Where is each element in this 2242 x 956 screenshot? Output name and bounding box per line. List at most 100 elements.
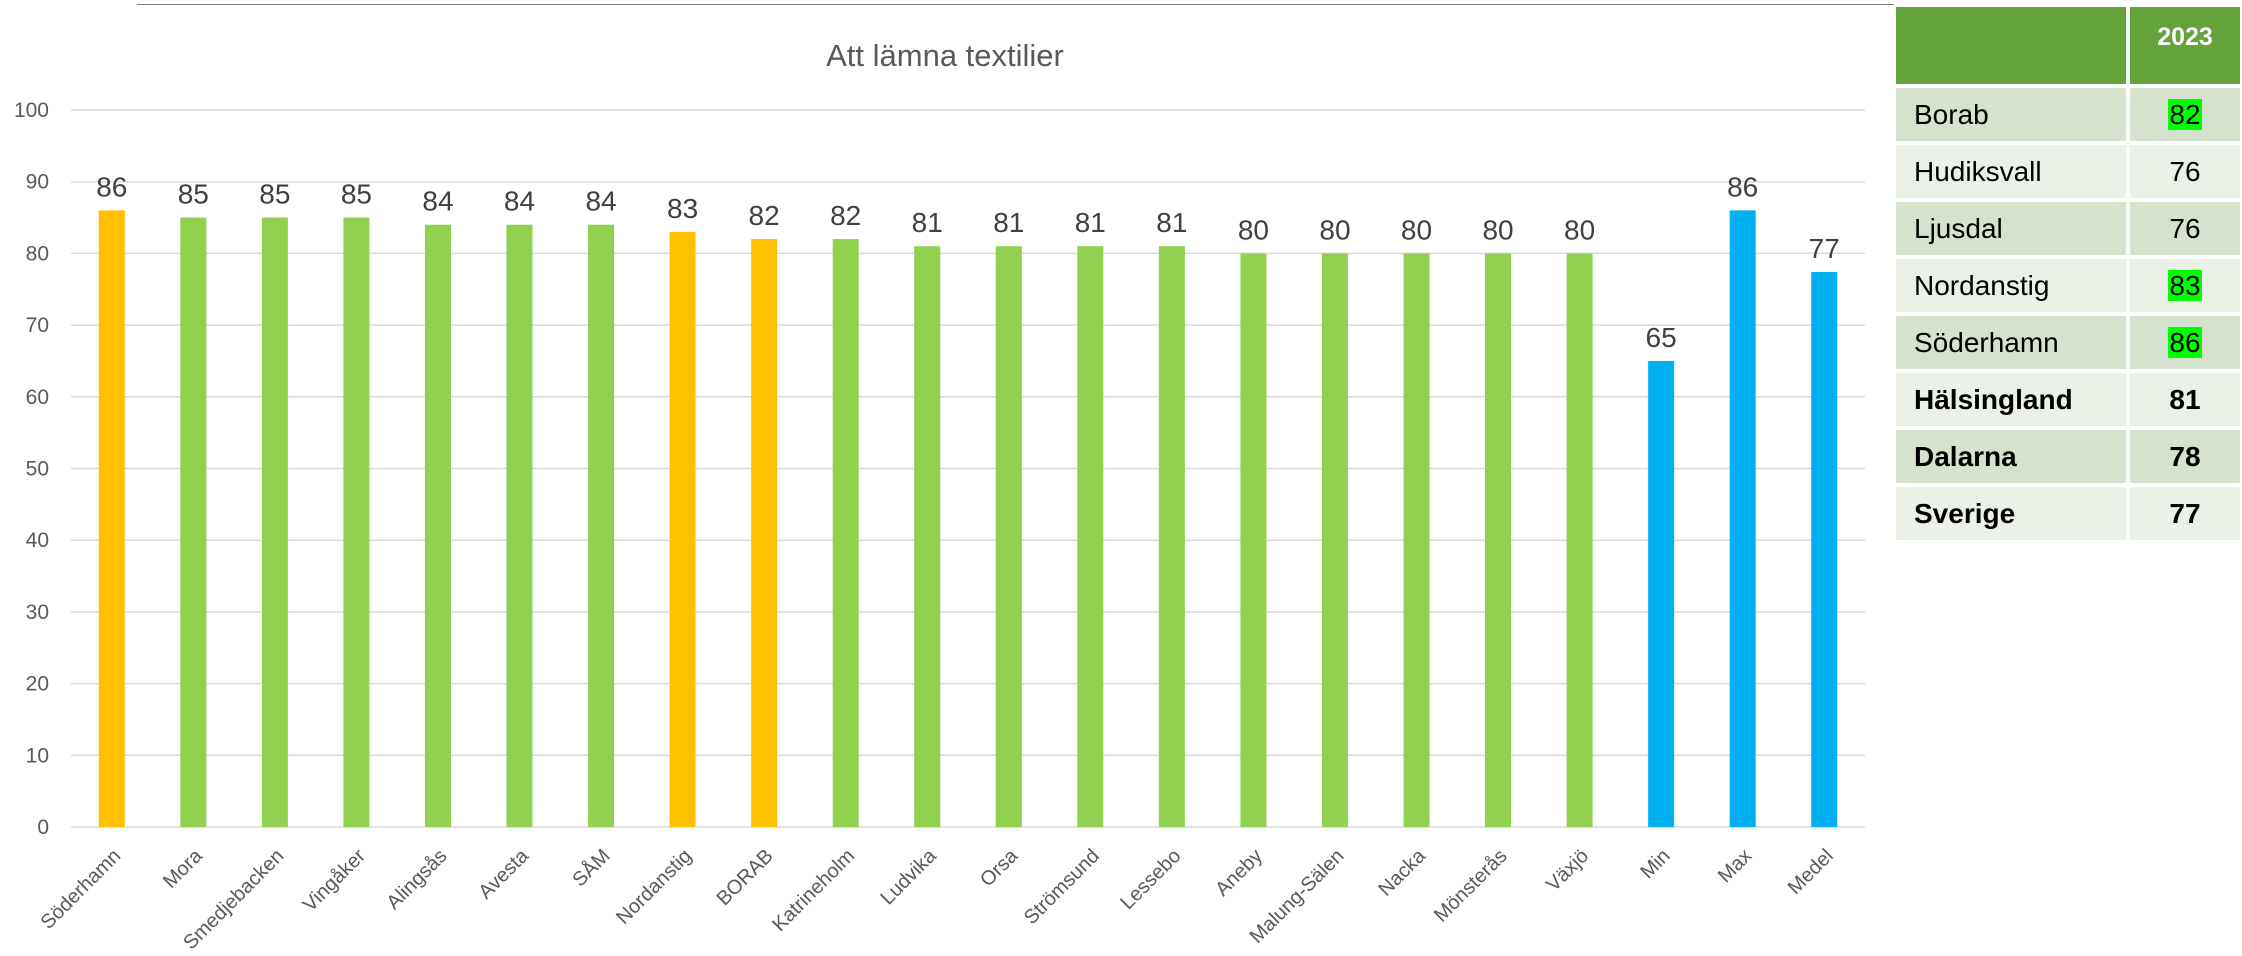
bar [669, 231, 696, 827]
summary-table-header: 2023 [1896, 7, 2240, 84]
y-tick-label: 30 [26, 601, 49, 624]
y-tick-label: 100 [14, 99, 49, 122]
chart-top-border [137, 4, 1894, 5]
data-label: 86 [1727, 171, 1758, 202]
category-label: Växjö [1542, 845, 1593, 896]
data-label: 65 [1646, 322, 1677, 353]
summary-table-row: Dalarna 78 [1896, 430, 2240, 483]
highlighted-value: 83 [2168, 269, 2202, 301]
category-label: Vingåker [299, 845, 370, 916]
category-label: Nacka [1374, 844, 1430, 900]
y-tick-label: 60 [26, 386, 49, 409]
data-label: 84 [585, 186, 616, 217]
y-tick-label: 70 [26, 314, 49, 337]
bar [180, 217, 207, 828]
data-label: 84 [504, 186, 535, 217]
bar [751, 239, 778, 827]
row-value-cell: 76 [2126, 145, 2240, 198]
data-label: 85 [259, 179, 290, 210]
data-label: 80 [1319, 214, 1350, 245]
chart-bars [98, 210, 1838, 828]
value: 78 [2169, 440, 2201, 472]
bar [1321, 253, 1348, 827]
bar [1811, 272, 1838, 827]
row-name-cell: Ljusdal [1896, 202, 2126, 255]
bar [832, 239, 859, 827]
data-label: 81 [912, 207, 943, 238]
highlighted-value: 86 [2168, 326, 2202, 358]
data-label: 83 [667, 193, 698, 224]
category-label: Avesta [475, 844, 534, 903]
row-name-cell: Sverige [1896, 487, 2126, 540]
y-tick-label: 20 [26, 673, 49, 696]
row-name-cell: Hudiksvall [1896, 145, 2126, 198]
bar [1729, 210, 1756, 827]
data-label: 80 [1482, 214, 1513, 245]
category-label: Orsa [976, 844, 1023, 891]
y-tick-label: 50 [26, 458, 49, 481]
data-label: 84 [422, 186, 453, 217]
category-label: Katrineholm [768, 845, 859, 936]
bar [261, 217, 288, 828]
bar [995, 246, 1022, 828]
chart-title: Att lämna textilier [826, 38, 1064, 73]
chart-data-labels: 86 85 85 85 84 84 84 83 82 82 81 81 81 81 80 80 80 80 80 65… [96, 171, 1840, 353]
row-name-cell: Nordanstig [1896, 259, 2126, 312]
summary-table: 2023 Borab 82 Hudiksvall 76 Ljusdal 76 Nordans… [1896, 3, 2240, 544]
summary-table-row: Nordanstig 83 [1896, 259, 2240, 312]
data-label: 77 [1809, 233, 1840, 264]
highlighted-value: 82 [2168, 98, 2202, 130]
y-tick-label: 0 [37, 816, 49, 839]
bar [424, 224, 451, 828]
row-value-cell: 76 [2126, 202, 2240, 255]
chart-grid: 0 10 20 30 40 50 60 70 80 90 100 [14, 99, 1865, 839]
row-value-cell: 83 [2126, 259, 2240, 312]
bar [1648, 360, 1675, 827]
data-label: 80 [1238, 214, 1269, 245]
y-tick-label: 90 [26, 171, 49, 194]
bar [914, 246, 941, 828]
category-label: Alingsås [382, 845, 451, 914]
bar [98, 210, 125, 827]
data-label: 86 [96, 171, 127, 202]
value: 76 [2169, 212, 2201, 244]
row-value-cell: 77 [2126, 487, 2240, 540]
y-tick-label: 10 [26, 744, 49, 767]
row-value-cell: 86 [2126, 316, 2240, 369]
y-tick-label: 40 [26, 529, 49, 552]
category-label: Medel [1784, 845, 1838, 899]
bar [588, 224, 615, 828]
data-label: 85 [178, 179, 209, 210]
bar [1403, 253, 1430, 827]
summary-table-row: Hudiksvall 76 [1896, 145, 2240, 198]
row-name-cell: Söderhamn [1896, 316, 2126, 369]
row-value-cell: 78 [2126, 430, 2240, 483]
bar [1566, 253, 1593, 827]
y-tick-label: 80 [26, 242, 49, 265]
value: 77 [2169, 497, 2201, 529]
row-value-cell: 82 [2126, 88, 2240, 141]
header-year-cell: 2023 [2126, 7, 2240, 84]
data-label: 81 [993, 207, 1024, 238]
bar [1158, 246, 1185, 828]
value: 76 [2169, 155, 2201, 187]
bar-chart: Att lämna textilier 0 10 20 30 40 50 60 70 80 90 1… [14, 38, 1865, 954]
data-label: 82 [830, 200, 861, 231]
summary-table-row: Söderhamn 86 [1896, 316, 2240, 369]
bar [1240, 253, 1267, 827]
category-label: Söderhamn [37, 845, 126, 934]
data-label: 80 [1564, 214, 1595, 245]
category-label: Nordanstig [612, 845, 696, 929]
bar [1077, 246, 1104, 828]
row-name-cell: Hälsingland [1896, 373, 2126, 426]
row-value-cell: 81 [2126, 373, 2240, 426]
category-label: Aneby [1211, 845, 1267, 901]
category-label: Min [1636, 845, 1674, 883]
bar [506, 224, 533, 828]
summary-table-row: Borab 82 [1896, 88, 2240, 141]
category-label: Mora [159, 844, 207, 892]
summary-table-row: Ljusdal 76 [1896, 202, 2240, 255]
data-label: 85 [341, 179, 372, 210]
bar [343, 217, 370, 828]
